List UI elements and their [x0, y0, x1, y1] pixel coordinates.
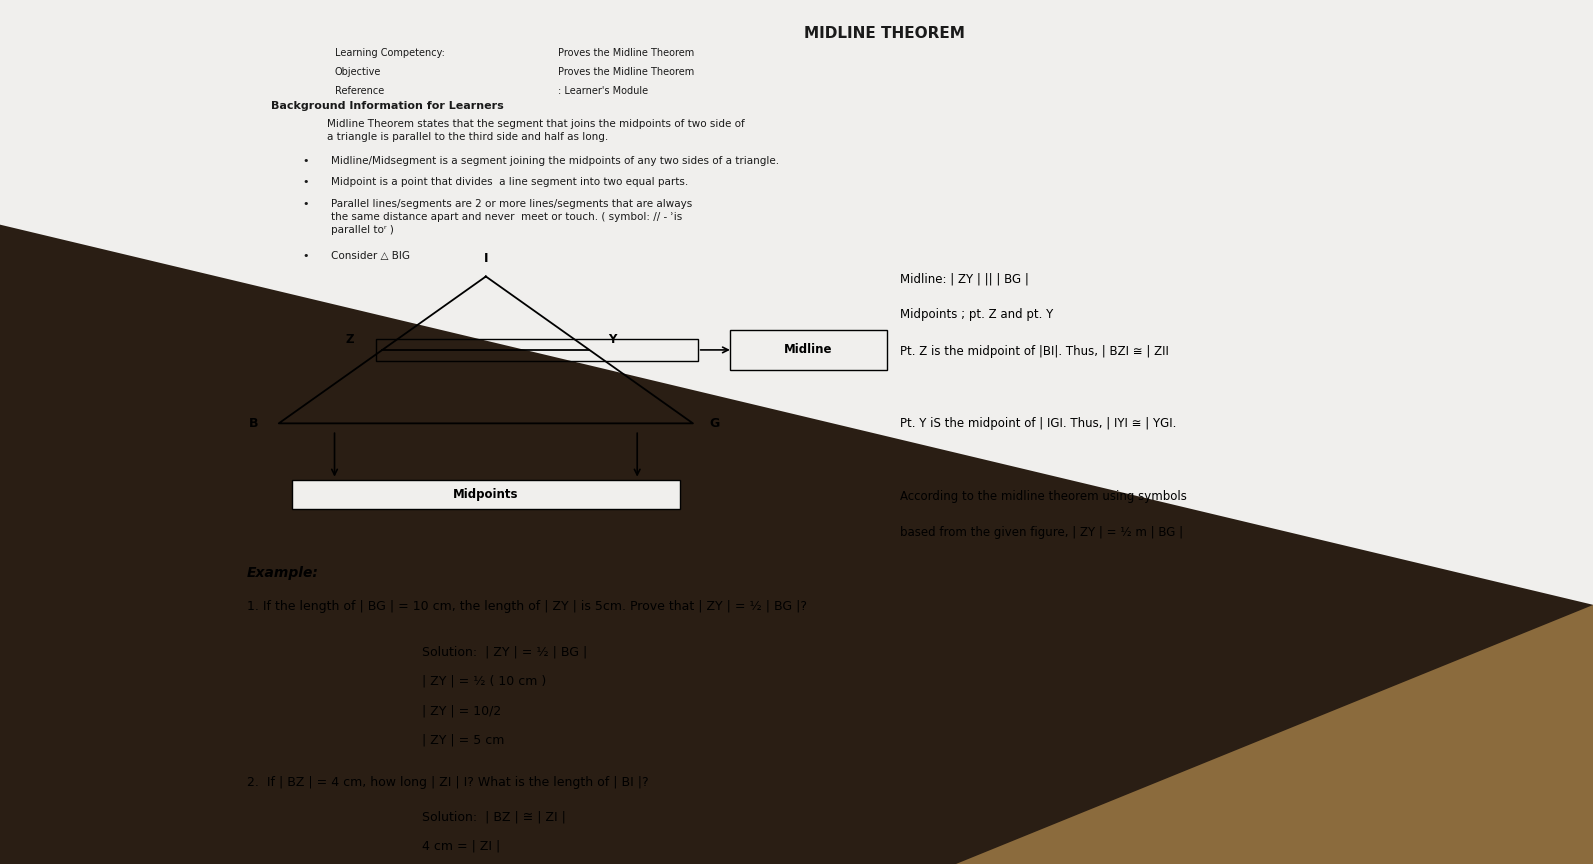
Text: B: B [249, 416, 258, 430]
FancyBboxPatch shape [730, 330, 887, 370]
Text: Parallel lines/segments are 2 or more lines/segments that are always
the same di: Parallel lines/segments are 2 or more li… [331, 199, 693, 235]
Text: Reference: Reference [335, 86, 384, 96]
Text: Solution:  | BZ | ≅ | ZI |: Solution: | BZ | ≅ | ZI | [422, 810, 566, 823]
Text: | ZY | = ½ ( 10 cm ): | ZY | = ½ ( 10 cm ) [422, 675, 546, 688]
Text: based from the given figure, | ZY | = ½ m | BG |: based from the given figure, | ZY | = ½ … [900, 526, 1184, 539]
Text: G: G [709, 416, 718, 430]
Text: Midline: Midline [784, 343, 833, 357]
Text: According to the midline theorem using symbols: According to the midline theorem using s… [900, 490, 1187, 503]
Text: : Learner's Module: : Learner's Module [558, 86, 648, 96]
Text: Example:: Example: [247, 566, 319, 580]
Text: Midpoints: Midpoints [452, 487, 519, 501]
Text: Solution:  | ZY | = ½ | BG |: Solution: | ZY | = ½ | BG | [422, 645, 588, 658]
Text: 1. If the length of | BG | = 10 cm, the length of | ZY | is 5cm. Prove that | ZY: 1. If the length of | BG | = 10 cm, the … [247, 600, 808, 613]
Text: Learning Competency:: Learning Competency: [335, 48, 444, 58]
Text: Midline: | ZY | || | BG |: Midline: | ZY | || | BG | [900, 272, 1029, 285]
Text: | ZY | = 10/2: | ZY | = 10/2 [422, 704, 502, 717]
Bar [376, 339, 698, 361]
Text: Objective: Objective [335, 67, 381, 77]
Text: Background Information for Learners: Background Information for Learners [271, 101, 503, 111]
Text: •: • [303, 156, 309, 166]
Text: 4 cm = | ZI |: 4 cm = | ZI | [422, 840, 500, 853]
Text: Proves the Midline Theorem: Proves the Midline Theorem [558, 48, 695, 58]
Text: 2.  If | BZ | = 4 cm, how long | ZI | I? What is the length of | BI |?: 2. If | BZ | = 4 cm, how long | ZI | I? … [247, 776, 648, 789]
Text: Midpoint is a point that divides  a line segment into two equal parts.: Midpoint is a point that divides a line … [331, 177, 688, 187]
Text: •: • [303, 199, 309, 209]
Text: Pt. Y iS the midpoint of | IGI. Thus, | IYI ≅ | YGI.: Pt. Y iS the midpoint of | IGI. Thus, | … [900, 417, 1176, 430]
Text: •: • [303, 251, 309, 261]
Text: Z: Z [346, 333, 354, 346]
Text: Midline Theorem states that the segment that joins the midpoints of two side of
: Midline Theorem states that the segment … [327, 119, 744, 143]
FancyBboxPatch shape [292, 480, 680, 509]
Polygon shape [956, 605, 1593, 864]
Polygon shape [0, 0, 1593, 605]
Text: Proves the Midline Theorem: Proves the Midline Theorem [558, 67, 695, 77]
Text: | ZY | = 5 cm: | ZY | = 5 cm [422, 734, 505, 746]
Text: MIDLINE THEOREM: MIDLINE THEOREM [804, 26, 964, 41]
Text: Pt. Z is the midpoint of |BI|. Thus, | BZI ≅ | ZII: Pt. Z is the midpoint of |BI|. Thus, | B… [900, 345, 1169, 358]
Text: Y: Y [609, 333, 616, 346]
Text: Midline/Midsegment is a segment joining the midpoints of any two sides of a tria: Midline/Midsegment is a segment joining … [331, 156, 779, 166]
Text: •: • [303, 177, 309, 187]
Text: Consider △ BIG: Consider △ BIG [331, 251, 411, 261]
Text: I: I [484, 252, 487, 265]
Text: Midpoints ; pt. Z and pt. Y: Midpoints ; pt. Z and pt. Y [900, 308, 1053, 321]
